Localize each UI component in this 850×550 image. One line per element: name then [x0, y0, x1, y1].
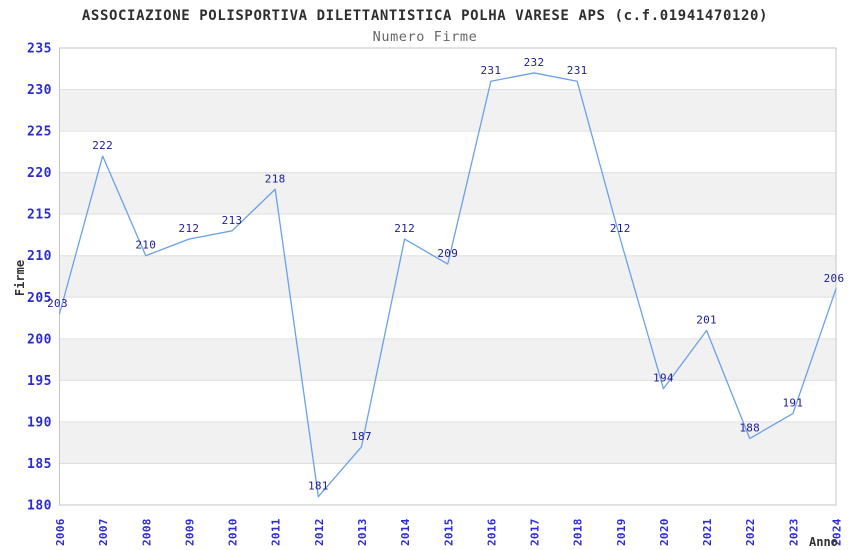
data-point-label: 212 — [394, 222, 415, 235]
x-axis-title: Anno — [809, 535, 838, 549]
x-axis-tick-label: 2020 — [658, 518, 671, 546]
data-point-label: 210 — [135, 239, 156, 252]
plot-band — [59, 48, 836, 90]
plot-band — [59, 421, 836, 464]
data-point-label: 218 — [265, 172, 286, 185]
data-point-label: 206 — [824, 272, 845, 285]
y-axis-tick-label: 215 — [27, 208, 52, 223]
y-axis-tick-label: 235 — [27, 42, 52, 57]
data-point-label: 231 — [567, 64, 588, 77]
data-point-label: 212 — [179, 222, 200, 235]
y-axis-tick-label: 190 — [27, 415, 52, 430]
data-point-label: 231 — [480, 64, 501, 77]
data-point-label: 187 — [351, 430, 372, 443]
plot-band — [59, 338, 836, 381]
data-point-label: 188 — [739, 422, 760, 435]
x-axis-tick-label: 2019 — [615, 518, 628, 546]
data-point-label: 213 — [222, 214, 243, 227]
y-axis-tick-label: 220 — [27, 166, 52, 181]
data-point-label: 203 — [47, 297, 68, 310]
data-point-label: 181 — [308, 480, 329, 493]
x-axis-tick-label: 2016 — [485, 518, 498, 546]
x-axis-tick-label: 2013 — [356, 518, 369, 546]
y-axis-title: Firme — [13, 260, 27, 296]
x-axis-tick-label: 2010 — [227, 518, 240, 546]
x-axis-tick-label: 2023 — [787, 518, 800, 546]
plot-band — [59, 463, 836, 505]
data-point-label: 212 — [610, 222, 631, 235]
y-axis-tick-label: 195 — [27, 374, 52, 389]
data-point-label: 191 — [782, 397, 803, 410]
data-point-label: 194 — [653, 372, 674, 385]
plot-band — [59, 380, 836, 422]
plot-band — [59, 172, 836, 215]
plot-band — [59, 214, 836, 256]
data-point-label: 209 — [437, 247, 458, 260]
data-point-label: 222 — [92, 139, 113, 152]
y-axis-tick-label: 185 — [27, 457, 52, 472]
x-axis-tick-label: 2011 — [270, 518, 283, 546]
x-axis-tick-label: 2018 — [572, 518, 585, 546]
y-axis-tick-label: 210 — [27, 249, 52, 264]
plot-border — [59, 47, 837, 506]
y-axis-tick-label: 180 — [27, 499, 52, 514]
chart-subtitle: Numero Firme — [372, 29, 478, 45]
x-axis-tick-label: 2007 — [97, 518, 110, 546]
y-axis-tick-label: 205 — [27, 291, 52, 306]
y-axis-tick-label: 230 — [27, 83, 52, 98]
plot-band — [59, 89, 836, 132]
x-axis-tick-label: 2021 — [701, 518, 714, 546]
y-axis-tick-label: 225 — [27, 125, 52, 140]
x-axis-tick-label: 2008 — [140, 518, 153, 546]
plot-band — [59, 297, 836, 339]
x-axis-tick-label: 2012 — [313, 518, 326, 546]
x-axis-tick-label: 2024 — [831, 518, 844, 546]
trend-line — [58, 72, 837, 498]
x-axis-tick-label: 2015 — [442, 518, 455, 546]
x-axis-tick-label: 2022 — [744, 518, 757, 546]
y-axis-tick-label: 200 — [27, 332, 52, 347]
x-axis-tick-label: 2017 — [529, 518, 542, 546]
x-axis-tick-label: 2006 — [54, 518, 67, 546]
chart-title: ASSOCIAZIONE POLISPORTIVA DILETTANTISTIC… — [81, 8, 769, 24]
x-axis-tick-label: 2014 — [399, 518, 412, 546]
x-axis-tick-label: 2009 — [183, 518, 196, 546]
data-point-label: 201 — [696, 314, 717, 327]
plot-band — [59, 131, 836, 173]
data-point-label: 232 — [524, 56, 545, 69]
